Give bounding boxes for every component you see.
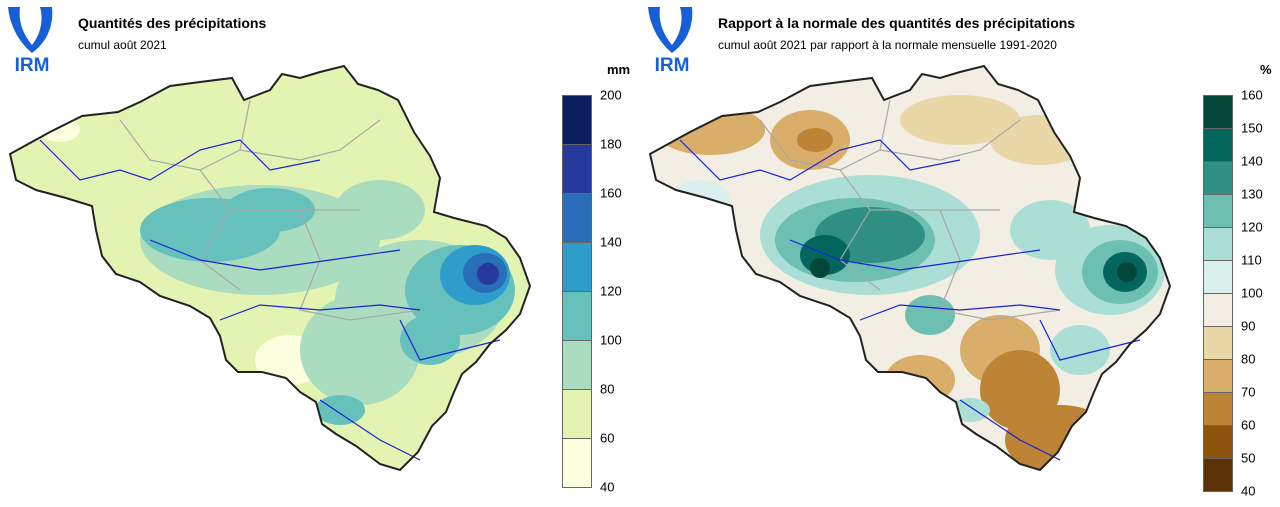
legend-swatch xyxy=(562,242,592,292)
belgium-ratio-map xyxy=(649,65,1171,471)
legend-tick: 140 xyxy=(600,234,622,250)
map-subtitle: cumul août 2021 par rapport à la normale… xyxy=(718,38,1057,52)
legend-swatch xyxy=(1203,227,1233,261)
logo-text: IRM xyxy=(15,55,50,73)
legend-swatch xyxy=(1203,293,1233,327)
legend-tick: 160 xyxy=(600,185,622,201)
belgium-precipitation-map xyxy=(9,65,531,471)
legend-tick: 200 xyxy=(600,87,622,103)
legend-swatch xyxy=(562,389,592,439)
legend-tick: 60 xyxy=(1241,417,1256,433)
legend-unit: mm xyxy=(607,62,631,77)
legend-tick: 150 xyxy=(1241,120,1263,136)
precipitation-amount-panel: IRM Quantités des précipitations cumul a… xyxy=(8,7,631,495)
legend-tick: 100 xyxy=(1241,285,1263,301)
legend-swatch xyxy=(1203,326,1233,360)
legend-tick: 140 xyxy=(1241,153,1263,169)
irm-logo: IRM xyxy=(8,7,53,73)
precipitation-ratio-panel: IRM Rapport à la normale des quantités d… xyxy=(640,0,1280,507)
legend-tick: 60 xyxy=(600,430,615,446)
legend-swatch xyxy=(1203,425,1233,459)
legend-tick: 180 xyxy=(600,136,622,152)
legend-swatch xyxy=(1203,359,1233,393)
legend-tick: 130 xyxy=(1241,186,1263,202)
legend-tick: 160 xyxy=(1241,87,1263,103)
legend-swatch xyxy=(562,438,592,488)
legend-tick: 50 xyxy=(1241,450,1256,466)
legend-tick: 120 xyxy=(1241,219,1263,235)
legend-tick: 90 xyxy=(1241,318,1256,334)
legend-tick: 80 xyxy=(600,381,615,397)
legend-swatch xyxy=(1203,392,1233,426)
legend-tick: 40 xyxy=(1241,483,1256,499)
legend-swatch xyxy=(1203,260,1233,294)
legend-swatch xyxy=(562,95,592,145)
map-subtitle: cumul août 2021 xyxy=(78,38,167,52)
legend-tick: 70 xyxy=(1241,384,1256,400)
legend-swatch xyxy=(562,340,592,390)
legend-tick: 80 xyxy=(1241,351,1256,367)
legend-tick: 110 xyxy=(1241,252,1262,268)
legend-tick: 40 xyxy=(600,479,615,495)
legend-swatch xyxy=(562,144,592,194)
legend-swatch xyxy=(1203,194,1233,228)
legend-swatch xyxy=(1203,458,1233,492)
map-title: Quantités des précipitations xyxy=(78,15,267,31)
legend-swatch xyxy=(562,291,592,341)
logo-text: IRM xyxy=(655,55,690,73)
legend-tick: 100 xyxy=(600,332,622,348)
map-title: Rapport à la normale des quantités des p… xyxy=(718,15,1076,31)
legend-unit: % xyxy=(1260,62,1272,77)
legend-swatch xyxy=(1203,128,1233,162)
legend-swatch xyxy=(562,193,592,243)
legend-tick: 120 xyxy=(600,283,622,299)
legend-swatch xyxy=(1203,161,1233,195)
legend-swatch xyxy=(1203,95,1233,129)
irm-logo: IRM xyxy=(648,7,693,73)
